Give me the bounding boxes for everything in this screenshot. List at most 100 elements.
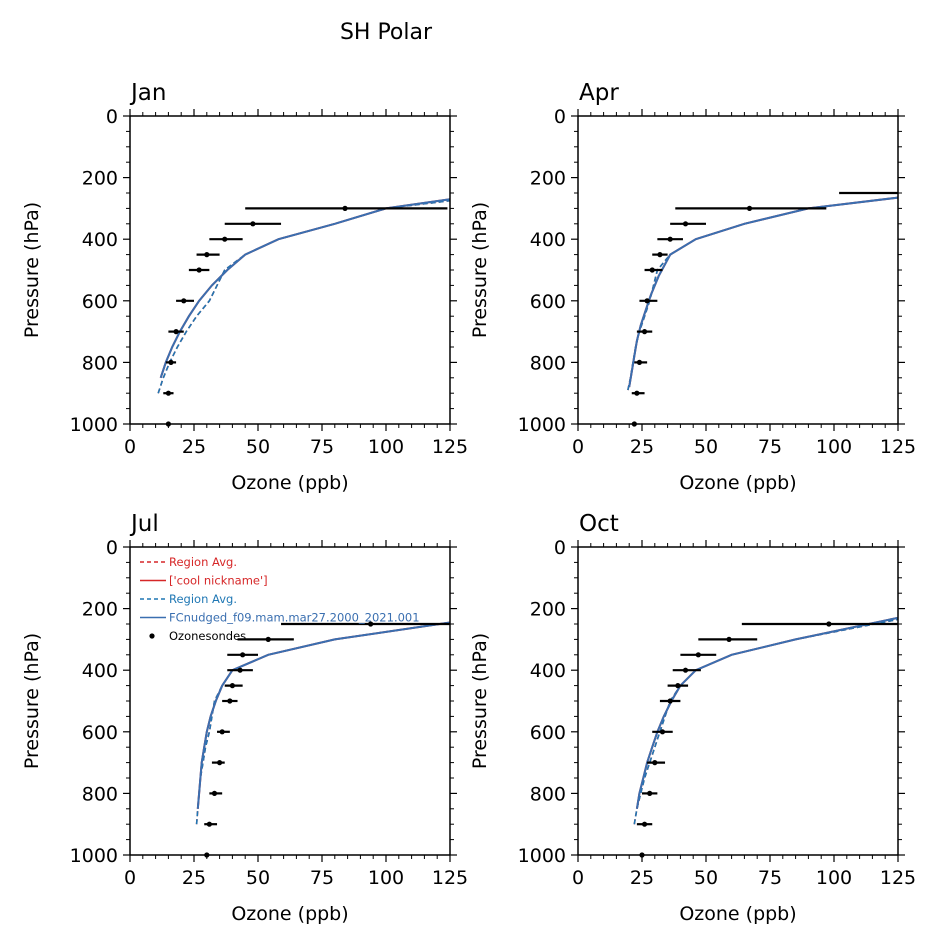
legend-label: Region Avg. (169, 555, 237, 569)
x-tick-label: 75 (758, 436, 782, 458)
y-tick-label: 1000 (70, 414, 118, 436)
sonde-point (206, 821, 212, 827)
x-tick-label: 125 (880, 867, 916, 889)
series-line-3 (635, 616, 898, 809)
x-tick-label: 50 (246, 867, 270, 889)
y-axis-label: Pressure (hPa) (21, 633, 43, 769)
sonde-point (222, 236, 228, 242)
x-tick-label: 50 (694, 867, 718, 889)
x-tick-label: 25 (630, 436, 654, 458)
sonde-point (204, 252, 210, 258)
x-tick-label: 0 (124, 436, 136, 458)
panel-oct: 0 25 50 75 100 125 0 200 400 600 800 1000 Oct Ozone (… (469, 511, 916, 925)
x-tick-label: 50 (694, 436, 718, 458)
panel-jan: 0 25 50 75 100 125 0 200 400 600 800 1000 Jan Ozone (… (21, 80, 468, 494)
y-tick-label: 400 (82, 229, 118, 251)
x-tick-label: 100 (816, 436, 852, 458)
y-axis-label: Pressure (hPa) (469, 202, 491, 338)
sonde-point (682, 667, 689, 673)
sonde-point (368, 621, 374, 627)
panel-title: Jan (129, 80, 166, 106)
y-tick-label: 0 (106, 106, 118, 128)
panel-jul: 0 25 50 75 100 125 0 200 400 600 800 1000 Jul Ozone (… (21, 511, 468, 925)
x-tick-label: 75 (310, 436, 334, 458)
x-axis-label: Ozone (ppb) (231, 903, 348, 925)
sonde-point (746, 205, 753, 211)
sonde-point (636, 359, 643, 365)
x-tick-label: 100 (368, 436, 404, 458)
legend: Region Avg. ['cool nickname'] Region Avg. F… (140, 555, 420, 643)
sonde-point (237, 667, 243, 673)
sonde-point (211, 790, 218, 797)
series-line-0 (633, 618, 898, 825)
sonde-point (634, 390, 640, 396)
sonde-point (667, 236, 673, 242)
y-tick-label: 600 (530, 722, 566, 744)
legend-marker (149, 633, 155, 639)
y-tick-label: 200 (530, 168, 566, 190)
y-tick-label: 200 (530, 599, 566, 621)
sonde-point (196, 267, 202, 273)
series-line-2 (195, 621, 450, 825)
sonde-point (217, 760, 223, 766)
sonde-point (667, 698, 673, 704)
series-group (157, 198, 450, 394)
y-tick-label: 400 (82, 660, 118, 682)
sonde-point (173, 329, 179, 335)
sonde-point (168, 359, 174, 365)
sonde-point (227, 698, 233, 704)
x-tick-label: 75 (310, 867, 334, 889)
x-tick-label: 25 (182, 436, 206, 458)
sonde-point (250, 221, 256, 227)
y-tick-label: 400 (530, 229, 566, 251)
sonde-point (165, 390, 171, 396)
y-tick-label: 1000 (518, 414, 566, 436)
sonde-point (647, 790, 653, 797)
y-tick-label: 0 (106, 537, 118, 559)
y-axis-label: Pressure (hPa) (469, 633, 491, 769)
panel-title: Oct (579, 511, 619, 537)
sonde-point (181, 298, 187, 304)
y-tick-label: 200 (82, 168, 118, 190)
x-tick-label: 100 (816, 867, 852, 889)
y-tick-label: 800 (530, 352, 566, 374)
y-tick-label: 0 (554, 537, 566, 559)
series-line-0 (195, 621, 450, 825)
sonde-point (229, 683, 235, 689)
series-line-1 (159, 198, 450, 379)
sonde-point (240, 652, 246, 658)
series-line-2 (633, 618, 898, 825)
x-axis-label: Ozone (ppb) (679, 903, 796, 925)
legend-label: Region Avg. (169, 592, 237, 606)
series-line-3 (628, 196, 898, 388)
sonde-point (641, 329, 648, 335)
y-tick-label: 1000 (518, 845, 566, 867)
series-line-3 (196, 621, 450, 809)
x-tick-label: 50 (246, 436, 270, 458)
y-axis-label: Pressure (hPa) (21, 202, 43, 338)
series-line-1 (628, 196, 898, 388)
x-axis-label: Ozone (ppb) (231, 472, 348, 494)
sonde-point (826, 621, 832, 627)
legend-label: Ozonesondes (169, 629, 246, 643)
series-group (633, 616, 898, 825)
figure-title: SH Polar (340, 20, 433, 45)
y-tick-label: 600 (82, 291, 118, 313)
panel-apr: 0 25 50 75 100 125 0 200 400 600 800 1000 Apr Ozone (… (469, 80, 916, 494)
y-tick-label: 800 (82, 783, 118, 805)
sonde-point (219, 729, 225, 735)
x-tick-label: 0 (572, 867, 584, 889)
x-tick-label: 125 (432, 867, 468, 889)
x-tick-label: 75 (758, 867, 782, 889)
sonde-point (265, 636, 271, 643)
y-tick-label: 800 (530, 783, 566, 805)
sonde-point (675, 683, 681, 689)
y-tick-label: 600 (82, 722, 118, 744)
series-line-1 (196, 621, 450, 809)
y-tick-label: 800 (82, 352, 118, 374)
sonde-point (695, 652, 701, 658)
series-group (195, 621, 450, 825)
sonde-point (644, 298, 650, 304)
